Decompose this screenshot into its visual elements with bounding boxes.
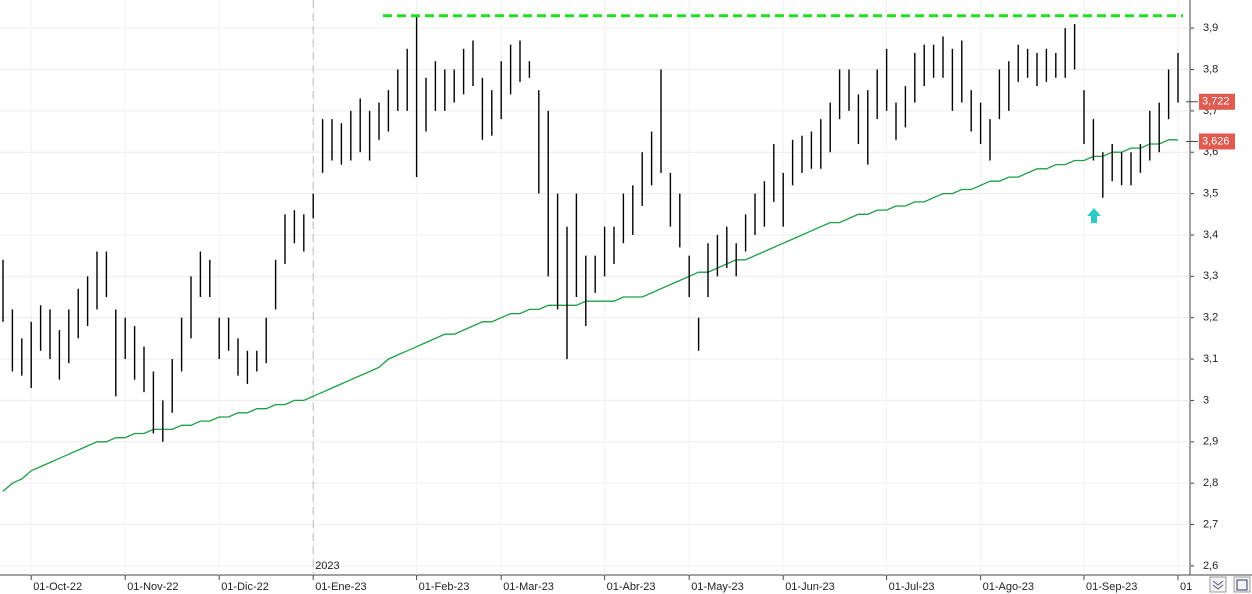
moving-average <box>2 139 1178 492</box>
price-flag-label: 3,626 <box>1202 135 1230 147</box>
x-tick-label: 01-Sep-23 <box>1086 581 1137 593</box>
y-tick-label: 3,2 <box>1203 312 1218 324</box>
x-tick-label: 01-Dic-22 <box>221 581 269 593</box>
y-tick-label: 2,7 <box>1203 518 1218 530</box>
y-tick-label: 3,5 <box>1203 188 1218 200</box>
y-tick-label: 3,9 <box>1203 22 1218 34</box>
price-flag <box>1199 133 1235 150</box>
y-tick-label: 3 <box>1203 394 1209 406</box>
y-tick-label: 3,3 <box>1203 270 1218 282</box>
save-button[interactable] <box>1233 576 1251 593</box>
x-tick-label: 01-Jul-23 <box>889 581 935 593</box>
y-tick-label: 3,1 <box>1203 353 1218 365</box>
y-tick-label: 2,6 <box>1203 560 1218 572</box>
up-arrow <box>1087 208 1101 223</box>
x-tick-label: 01-Nov-22 <box>127 581 178 593</box>
x-tick-label: 01-Ene-23 <box>315 581 366 593</box>
scroll-icon <box>1212 580 1224 590</box>
x-tick-label: 01-Ago-23 <box>983 581 1034 593</box>
x-tick-label: 01-Feb-23 <box>419 581 470 593</box>
y-tick-label: 2,9 <box>1203 436 1218 448</box>
x-tick-label: 01-Mar-23 <box>503 581 554 593</box>
x-tick-label: 01-Abr-23 <box>607 581 656 593</box>
price-flag <box>1199 93 1235 110</box>
x-tick-label: 01-May-23 <box>691 581 744 593</box>
x-tick-label: 01-Jun-23 <box>785 581 835 593</box>
y-tick-label: 3,8 <box>1203 63 1218 75</box>
y-tick-label: 2,8 <box>1203 477 1218 489</box>
x-tick-label: 01 <box>1180 581 1192 593</box>
save-icon <box>1236 579 1248 591</box>
year-label: 2023 <box>315 560 339 572</box>
x-tick-label: 01-Oct-22 <box>33 581 82 593</box>
y-tick-label: 3,4 <box>1203 229 1218 241</box>
price-flag-label: 3,722 <box>1202 96 1230 108</box>
